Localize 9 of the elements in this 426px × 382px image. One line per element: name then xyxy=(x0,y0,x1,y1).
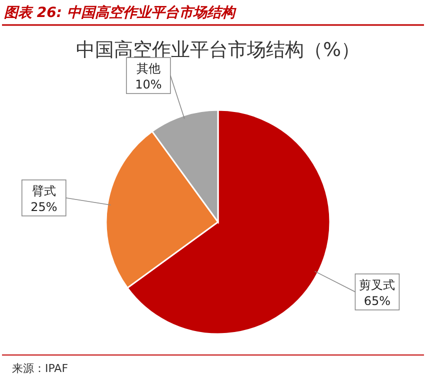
slice-label: 剪叉式 xyxy=(359,278,396,292)
slice-label: 臂式 xyxy=(32,184,56,198)
chart-title: 图表 26: 中国高空作业平台市场结构 xyxy=(4,4,237,21)
chart-subtitle: 中国高空作业平台市场结构（%） xyxy=(76,39,360,61)
data-label: 65% xyxy=(364,294,391,308)
data-label: 10% xyxy=(135,78,162,92)
slice-label: 其他 xyxy=(136,62,160,76)
data-label: 25% xyxy=(30,200,58,214)
source-note: 来源：IPAF xyxy=(12,362,68,375)
